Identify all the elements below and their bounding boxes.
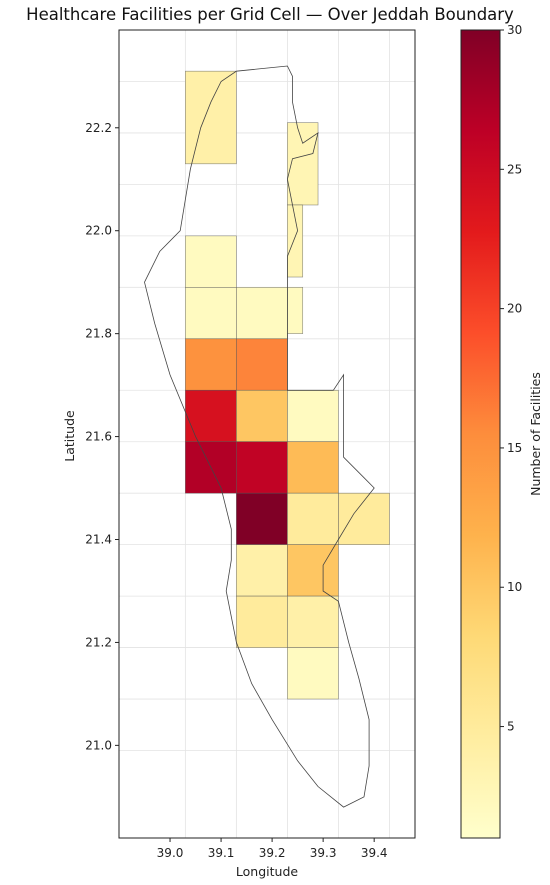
grid-cell bbox=[287, 122, 319, 206]
jeddah-boundary bbox=[144, 65, 375, 808]
colorbar: 5 10 15 20 25 30 Number of Facilities bbox=[460, 23, 543, 839]
colorbar-tick-label: 30 bbox=[507, 23, 522, 37]
grid-cells bbox=[185, 70, 390, 700]
plot-frame bbox=[118, 29, 416, 839]
grid-cell bbox=[287, 492, 339, 545]
grid-cell bbox=[185, 287, 237, 340]
grid-cell bbox=[185, 338, 237, 391]
grid-cell bbox=[185, 235, 237, 288]
colorbar-gradient bbox=[460, 29, 501, 839]
grid-cell bbox=[236, 595, 288, 648]
y-tick-label: 21.0 bbox=[85, 738, 112, 752]
grid-cell bbox=[287, 595, 339, 648]
boundary-outline bbox=[144, 65, 375, 808]
y-tick-label: 21.4 bbox=[85, 533, 112, 547]
grid-cell bbox=[185, 389, 237, 443]
grid-cell bbox=[236, 389, 288, 443]
y-axis-ticks: 21.0 21.2 21.4 21.6 21.8 22.0 22.2 bbox=[85, 121, 119, 752]
x-axis-label: Longitude bbox=[236, 864, 298, 879]
chart-title: Healthcare Facilities per Grid Cell — Ov… bbox=[26, 5, 514, 24]
grid-cell bbox=[287, 647, 339, 700]
colorbar-label: Number of Facilities bbox=[528, 372, 543, 496]
y-tick-label: 22.2 bbox=[85, 121, 112, 135]
x-tick-label: 39.0 bbox=[157, 846, 184, 860]
map-plot-area: 39.0 39.1 39.2 39.3 39.4 21.021.221.421.621.… bbox=[85, 29, 416, 860]
colorbar-tick-label: 15 bbox=[507, 441, 522, 455]
y-tick-label: 21.6 bbox=[85, 430, 112, 444]
x-axis-ticks: 39.0 39.1 39.2 39.3 39.4 bbox=[157, 838, 388, 860]
grid-cell bbox=[287, 441, 339, 494]
y-tick-label: 21.8 bbox=[85, 327, 112, 341]
grid-cell bbox=[287, 204, 304, 278]
colorbar-ticks: 5 10 15 20 25 30 bbox=[500, 23, 522, 734]
grid-cell bbox=[236, 441, 288, 494]
y-tick-label: 21.2 bbox=[85, 635, 112, 649]
grid-cell bbox=[236, 492, 288, 545]
grid-cell bbox=[236, 544, 288, 597]
grid-cell bbox=[287, 287, 304, 334]
colorbar-tick-label: 20 bbox=[507, 302, 522, 316]
y-tick-label: 22.0 bbox=[85, 224, 112, 238]
x-tick-label: 39.1 bbox=[208, 846, 235, 860]
grid-cell bbox=[236, 287, 288, 340]
x-tick-label: 39.3 bbox=[310, 846, 337, 860]
x-tick-label: 39.2 bbox=[259, 846, 286, 860]
colorbar-tick-label: 10 bbox=[507, 580, 522, 594]
grid-cell bbox=[287, 389, 339, 443]
colorbar-tick-label: 25 bbox=[507, 162, 522, 176]
y-axis-label: Latitude bbox=[62, 410, 77, 462]
grid-cell bbox=[338, 492, 390, 545]
colorbar-tick-label: 5 bbox=[507, 720, 515, 734]
grid-cell bbox=[236, 338, 288, 391]
x-tick-label: 39.4 bbox=[361, 846, 388, 860]
grid-cell bbox=[185, 70, 237, 165]
